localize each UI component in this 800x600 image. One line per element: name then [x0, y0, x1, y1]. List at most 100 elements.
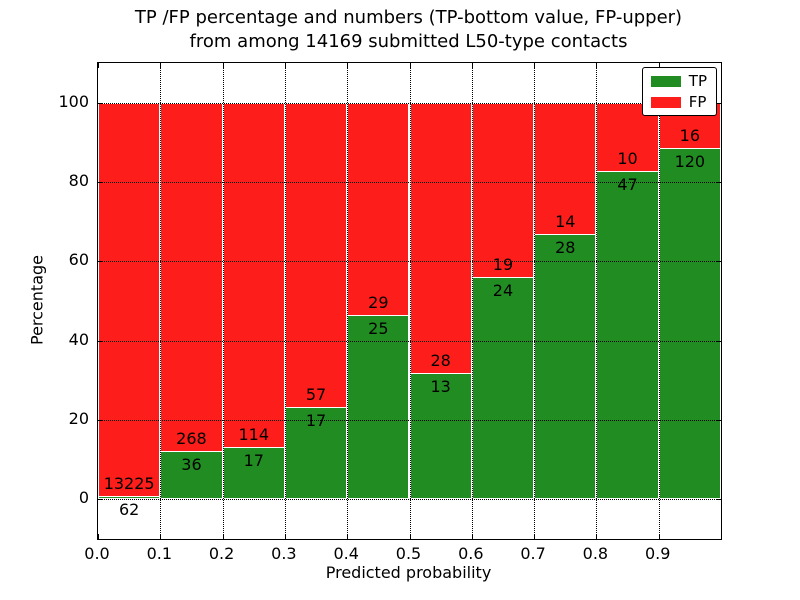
tp-bar-segment [284, 408, 348, 500]
y-tick-label: 100 [58, 91, 89, 111]
chart-title: TP /FP percentage and numbers (TP-bottom… [97, 6, 720, 54]
x-axis-label: Predicted probability [325, 563, 492, 582]
fp-bar-segment [284, 102, 348, 409]
legend: TP FP [641, 67, 717, 116]
x-tick-mark [160, 63, 162, 68]
tp-bar-segment [222, 447, 285, 500]
y-tick-mark [716, 182, 721, 183]
tp-bar-segment [596, 172, 659, 500]
tp-count-label: 24 [492, 280, 514, 300]
tp-bar-segment [534, 234, 597, 500]
x-gridline [284, 63, 286, 539]
chart-title-line1: TP /FP percentage and numbers (TP-bottom… [134, 7, 683, 28]
x-tick-label: 0.8 [582, 544, 609, 563]
x-gridline [471, 63, 473, 539]
x-gridline [409, 63, 411, 539]
legend-entry-fp: FP [650, 93, 707, 111]
fp-count-label: 57 [305, 385, 327, 405]
y-tick-mark [716, 420, 721, 421]
tp-count-label: 13 [430, 376, 451, 396]
x-tick-mark [409, 534, 411, 539]
y-tick-mark [98, 182, 103, 183]
legend-swatch-fp-icon [650, 96, 681, 108]
legend-entry-tp: TP [650, 72, 707, 90]
tp-count-label: 17 [243, 450, 264, 470]
fp-bar-segment [160, 102, 223, 453]
tp-bar-segment [98, 497, 161, 500]
tp-count-label: 36 [181, 455, 202, 475]
x-tick-mark [471, 534, 473, 539]
plot-area: TP FP 13225 62 268 36 114 17 57 17 29 25 28 13 19 24 1… [97, 62, 722, 540]
y-tick-mark [98, 340, 103, 342]
x-tick-mark [347, 63, 349, 68]
fp-bar-segment [222, 102, 285, 448]
y-tick-label: 40 [68, 329, 89, 349]
fp-count-label: 29 [368, 292, 389, 312]
tp-count-label: 47 [617, 175, 638, 195]
x-tick-mark [596, 63, 598, 68]
fp-count-label: 268 [176, 429, 207, 449]
x-tick-label: 0.9 [644, 544, 671, 563]
x-gridline [160, 63, 162, 539]
y-tick-label: 80 [68, 171, 89, 190]
x-tick-mark [534, 534, 536, 539]
x-tick-label: 0.6 [458, 544, 484, 563]
y-tick-mark [98, 102, 103, 104]
tp-bar-segment [471, 277, 535, 500]
fp-bar-segment [409, 102, 472, 374]
y-tick-mark [98, 261, 103, 263]
x-tick-label: 0.3 [271, 544, 297, 563]
x-tick-label: 0.5 [395, 544, 422, 563]
y-tick-mark [98, 499, 103, 501]
fp-count-label: 19 [492, 254, 514, 274]
x-tick-label: 0.7 [520, 544, 546, 563]
x-gridline [658, 63, 660, 539]
fp-count-label: 114 [238, 424, 270, 444]
x-tick-mark [409, 63, 411, 68]
x-tick-mark [160, 534, 162, 539]
tp-bar-segment [347, 315, 410, 500]
y-tick-mark [98, 420, 103, 421]
x-tick-mark [534, 63, 536, 68]
x-tick-mark [658, 534, 660, 539]
x-tick-mark [471, 63, 473, 68]
x-tick-mark [658, 63, 660, 68]
y-tick-mark [716, 499, 721, 501]
x-tick-mark [98, 63, 99, 68]
tp-count-label: 62 [118, 500, 140, 520]
x-tick-label: 0.4 [333, 544, 359, 563]
fp-bar-segment [98, 102, 161, 498]
y-tick-label: 0 [78, 488, 89, 508]
tp-count-label: 120 [674, 152, 706, 172]
x-gridline [222, 63, 224, 539]
y-tick-mark [716, 340, 721, 342]
fp-count-label: 10 [617, 149, 638, 169]
x-gridline [347, 63, 349, 539]
legend-label-fp: FP [688, 93, 707, 111]
fp-bar-segment [471, 102, 535, 278]
legend-label-tp: TP [688, 72, 707, 90]
fp-bar-segment [347, 102, 410, 316]
x-tick-mark [222, 63, 224, 68]
tp-bar-segment [409, 373, 472, 500]
tp-bar-segment [658, 149, 721, 500]
chart-title-line2: from among 14169 submitted L50-type cont… [189, 31, 628, 52]
y-tick-label: 60 [68, 250, 89, 270]
x-tick-label: 0.1 [146, 544, 173, 563]
tp-count-label: 28 [555, 237, 576, 257]
x-tick-mark [284, 63, 286, 68]
fp-count-label: 16 [679, 126, 701, 146]
x-tick-mark [222, 534, 224, 539]
y-tick-label: 20 [68, 409, 89, 428]
x-gridline [596, 63, 598, 539]
x-tick-mark [284, 534, 286, 539]
x-gridline [534, 63, 536, 539]
x-tick-mark [596, 534, 598, 539]
legend-swatch-tp-icon [650, 75, 681, 87]
fp-count-label: 28 [430, 350, 451, 370]
x-tick-label: 0.2 [208, 544, 235, 563]
tp-count-label: 17 [305, 411, 327, 431]
x-tick-mark [98, 534, 99, 539]
fp-count-label: 13225 [103, 474, 155, 494]
